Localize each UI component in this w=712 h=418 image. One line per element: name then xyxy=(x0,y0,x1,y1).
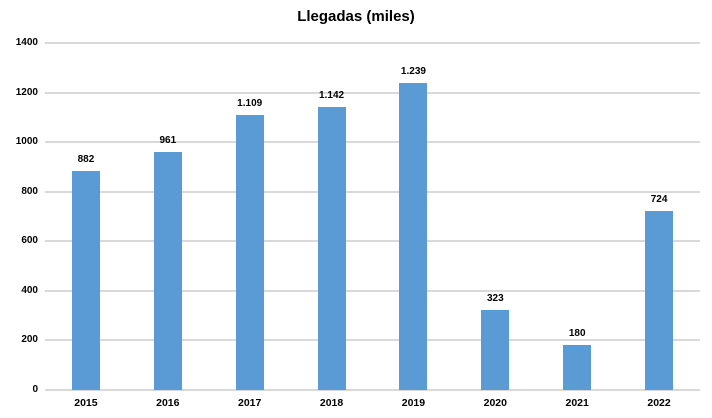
y-tick-label: 600 xyxy=(21,235,38,247)
bar xyxy=(481,309,510,390)
bar xyxy=(645,210,674,390)
y-tick-label: 200 xyxy=(21,334,38,346)
y-tick-label: 400 xyxy=(21,284,38,296)
bar xyxy=(235,115,264,390)
y-tick-label: 800 xyxy=(21,185,38,197)
x-tick-label: 2018 xyxy=(319,397,344,409)
gridline xyxy=(45,339,700,342)
bar-value-label: 882 xyxy=(77,154,95,166)
y-tick-label: 1000 xyxy=(15,136,38,148)
bar-value-label: 961 xyxy=(159,134,177,146)
y-tick-label: 1200 xyxy=(15,86,38,98)
bar xyxy=(563,345,592,390)
bar-value-label: 724 xyxy=(650,193,668,205)
bar xyxy=(71,171,100,390)
gridline xyxy=(45,389,700,391)
x-tick-label: 2016 xyxy=(156,397,180,409)
bar xyxy=(153,151,182,390)
y-tick-label: 1400 xyxy=(15,37,38,48)
chart-title: Llegadas (miles) xyxy=(297,8,415,25)
gridline xyxy=(45,190,700,193)
x-tick-label: 2019 xyxy=(401,397,426,409)
gridline xyxy=(45,91,700,94)
bar-value-label: 1.109 xyxy=(237,98,263,110)
x-tick-label: 2021 xyxy=(565,397,589,409)
bar-value-label: 180 xyxy=(568,328,586,340)
bar-value-label: 1.239 xyxy=(400,65,426,77)
gridline xyxy=(45,141,700,144)
bar xyxy=(317,106,346,390)
bar-value-label: 323 xyxy=(486,292,504,304)
gridline xyxy=(45,289,700,292)
y-tick-label: 0 xyxy=(32,384,38,395)
x-tick-label: 2020 xyxy=(483,397,507,409)
x-tick-label: 2017 xyxy=(238,397,262,409)
x-tick-label: 2015 xyxy=(74,397,98,409)
gridline xyxy=(45,42,700,44)
gridline xyxy=(45,240,700,243)
bar xyxy=(399,82,428,390)
bar-value-label: 1.142 xyxy=(319,89,345,101)
x-tick-label: 2022 xyxy=(647,397,671,409)
